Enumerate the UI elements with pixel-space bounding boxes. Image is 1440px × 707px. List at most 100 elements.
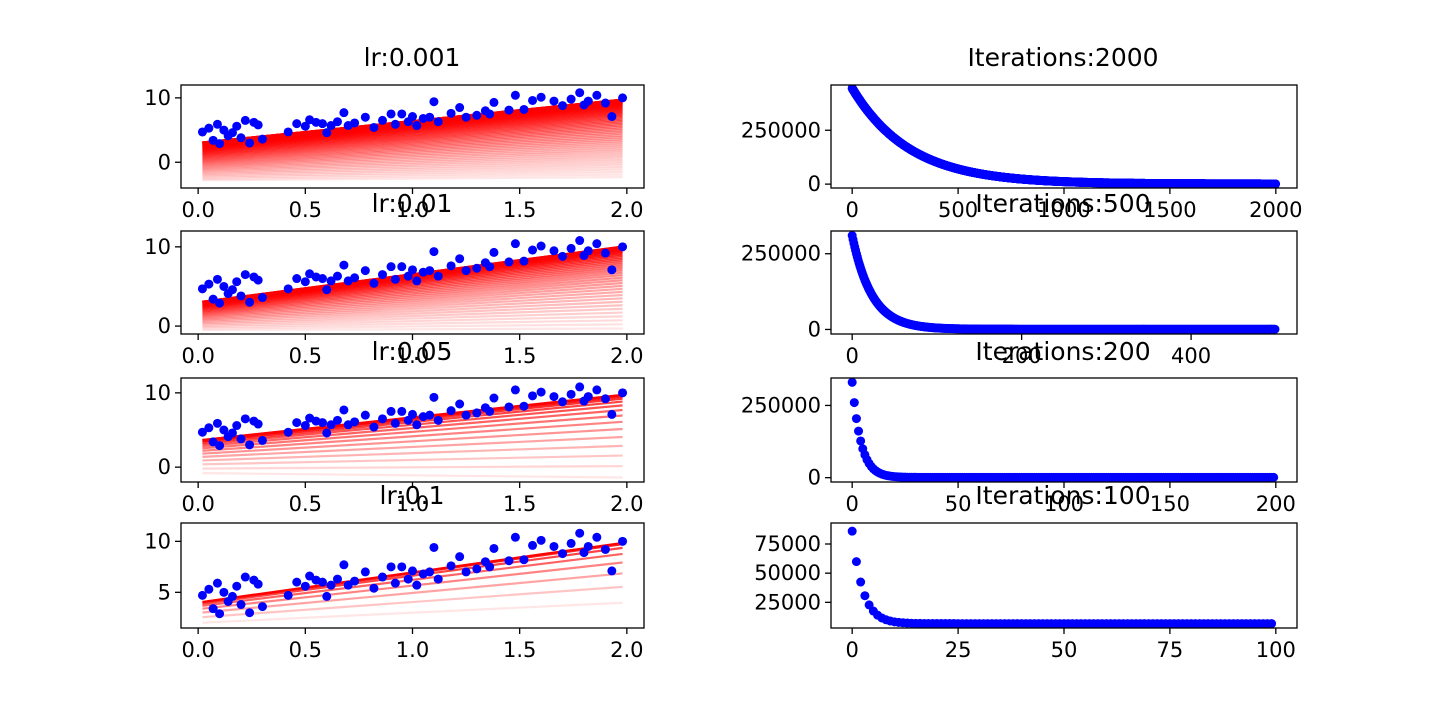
fit-line [202, 147, 623, 168]
data-point [326, 276, 336, 286]
data-point [461, 112, 471, 122]
data-point [240, 572, 250, 582]
fit-line [202, 124, 623, 157]
loss-point [1267, 619, 1277, 628]
x-tick-label: 1.0 [396, 638, 429, 662]
data-point [227, 428, 237, 438]
fit-line [202, 315, 623, 327]
data-point [326, 420, 336, 430]
data-point [425, 410, 435, 420]
data-point [433, 574, 443, 584]
data-point [215, 609, 225, 619]
data-point [350, 118, 360, 128]
data-point [253, 275, 263, 285]
data-point [219, 425, 229, 435]
data-point [377, 414, 387, 424]
data-point [455, 103, 465, 113]
fit-line [202, 163, 623, 176]
data-point [485, 406, 495, 416]
fit-line [202, 319, 623, 329]
plot-area [847, 526, 1277, 628]
data-point [204, 423, 214, 433]
data-point [446, 561, 456, 571]
subplot-title: lr:0.01 [372, 189, 453, 218]
fit-line [202, 323, 623, 330]
data-point [528, 391, 538, 401]
data-point [592, 90, 602, 100]
data-point [227, 591, 237, 601]
data-point [600, 394, 610, 404]
y-tick-label: 0 [158, 314, 171, 338]
data-point [215, 298, 225, 308]
data-point [227, 285, 237, 295]
fit-line [202, 175, 623, 182]
subplot-iterations-2000: 0 500 1000 1500 2000 0 250000 Iterations:2000 [741, 43, 1303, 222]
data-point [300, 277, 310, 287]
fit-line [202, 420, 623, 452]
data-point [583, 246, 593, 256]
data-point [204, 279, 214, 289]
data-point [575, 528, 585, 538]
loss-point [856, 577, 866, 587]
data-point [536, 535, 546, 545]
data-point [257, 602, 267, 612]
data-point [339, 560, 349, 570]
data-point [240, 270, 250, 280]
data-point [566, 94, 576, 104]
data-point [519, 104, 529, 114]
data-point [386, 109, 396, 119]
x-tick-label: 50 [945, 492, 972, 516]
fit-line [202, 279, 623, 315]
data-point [618, 536, 628, 546]
data-point [425, 266, 435, 276]
data-point [350, 417, 360, 427]
x-tick-label: 1.0 [396, 492, 429, 516]
data-point [461, 410, 471, 420]
data-point [504, 556, 514, 566]
fit-line [202, 281, 623, 316]
loss-point [847, 378, 857, 387]
data-point [558, 549, 568, 559]
plot-area [847, 378, 1279, 482]
y-tick-label: 25000 [754, 590, 821, 614]
data-point [504, 402, 514, 412]
data-point [607, 112, 617, 122]
data-point [519, 555, 529, 565]
x-tick-label: 2.0 [610, 638, 643, 662]
x-tick-label: 0 [845, 344, 858, 368]
data-point [360, 112, 370, 122]
data-point [489, 543, 499, 553]
data-point [510, 385, 520, 395]
x-tick-label: 0.0 [181, 198, 214, 222]
fit-line [202, 400, 623, 444]
data-point [558, 251, 568, 261]
data-point [215, 441, 225, 451]
data-point [397, 406, 407, 416]
x-tick-label: 2.0 [610, 344, 643, 368]
x-tick-label: 1.5 [503, 638, 536, 662]
fit-line [202, 156, 623, 172]
x-tick-label: 2000 [1249, 198, 1302, 222]
data-point [472, 263, 482, 273]
x-tick-label: 1.0 [396, 198, 429, 222]
data-point [510, 90, 520, 100]
loss-point [860, 591, 870, 601]
data-point [339, 108, 349, 118]
subplot-title: lr:0.1 [380, 481, 445, 510]
data-point [433, 415, 443, 425]
x-tick-label: 100 [1044, 492, 1084, 516]
data-point [253, 419, 263, 429]
data-point [425, 112, 435, 122]
data-point [257, 293, 267, 303]
fit-line [202, 154, 623, 171]
data-point [429, 392, 439, 402]
subplot-title: Iterations:200 [975, 337, 1150, 366]
plot-area [847, 85, 1281, 188]
data-point [429, 247, 439, 257]
data-point [489, 247, 499, 257]
data-point [390, 274, 400, 284]
data-point [283, 127, 293, 137]
plot-area [197, 236, 628, 332]
loss-point [1269, 472, 1279, 482]
data-point [322, 285, 332, 295]
